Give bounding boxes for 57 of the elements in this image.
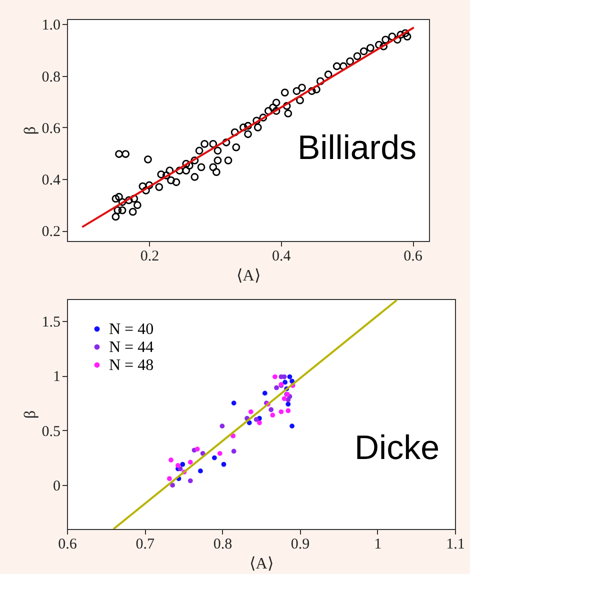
point	[198, 468, 203, 474]
point	[262, 390, 268, 396]
y-tick-label: 0.6	[42, 120, 61, 137]
x-axis-title: ⟨A⟩	[250, 556, 274, 572]
point	[286, 402, 291, 407]
x-tick-label: 0.6	[404, 248, 423, 264]
point	[290, 424, 294, 428]
annotation: Billiards	[297, 129, 417, 167]
point	[220, 424, 225, 428]
point	[278, 409, 284, 414]
x-tick-label: 0.2	[140, 248, 160, 264]
point	[248, 409, 254, 414]
x-tick-label: 0.7	[136, 536, 155, 552]
legend-label: N = 44	[109, 339, 154, 356]
y-tick-label: 1.0	[42, 18, 60, 34]
point	[286, 408, 291, 414]
point	[170, 482, 175, 488]
y-axis-title: β	[22, 126, 39, 135]
point	[231, 448, 236, 454]
point	[287, 374, 292, 380]
point	[231, 400, 236, 406]
y-axis-title: β	[22, 410, 39, 419]
point	[254, 417, 259, 422]
point	[272, 374, 278, 380]
x-tick-label: 1	[374, 536, 382, 552]
y-tick-label: 0.8	[42, 69, 60, 86]
y-tick-label: 1	[53, 369, 60, 386]
y-tick-label: 0.2	[42, 224, 60, 240]
point	[166, 476, 172, 482]
x-tick-label: 0.4	[272, 248, 292, 264]
point	[270, 412, 276, 418]
point	[212, 455, 217, 460]
y-tick-label: 1.5	[42, 314, 60, 330]
legend-label: N = 40	[109, 321, 154, 338]
y-tick-label: 0	[53, 478, 60, 495]
point	[194, 446, 200, 452]
annotation: Dicke	[354, 429, 440, 467]
point	[282, 380, 288, 385]
point	[274, 385, 279, 390]
point	[290, 378, 294, 384]
point	[188, 460, 193, 465]
point	[188, 478, 193, 484]
x-tick-label: 1.1	[446, 536, 465, 552]
x-tick-label: 0.9	[290, 536, 310, 552]
x-axis-title: ⟨A⟩	[236, 268, 260, 284]
point	[268, 407, 274, 412]
y-tick-label: 0.5	[42, 424, 60, 440]
point	[221, 462, 226, 467]
x-tick-label: 0.8	[213, 536, 232, 552]
point	[217, 450, 222, 456]
point	[176, 463, 180, 468]
y-tick-label: 0.4	[42, 172, 61, 189]
legend-label: N = 48	[109, 357, 154, 374]
point	[168, 458, 174, 462]
point	[180, 462, 186, 467]
point	[282, 396, 287, 402]
point	[257, 420, 262, 426]
